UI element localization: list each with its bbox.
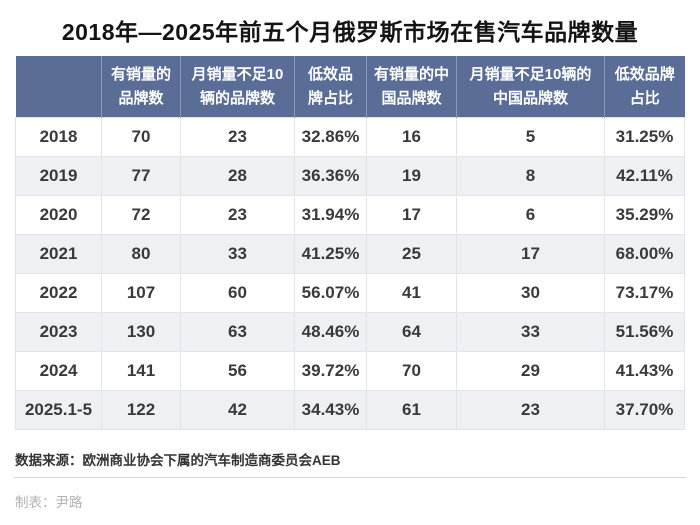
table-cell: 36.36% bbox=[294, 156, 367, 196]
table-cell: 33 bbox=[180, 234, 295, 274]
table-cell: 28 bbox=[180, 156, 295, 196]
column-header-inefficient-share: 低效品牌占比 bbox=[294, 56, 367, 118]
table-cell: 141 bbox=[101, 351, 181, 391]
table-cell: 80 bbox=[101, 234, 181, 274]
table-row: 2019 77 28 36.36% 19 8 42.11% bbox=[15, 156, 685, 196]
table-cell: 130 bbox=[101, 312, 181, 352]
table-cell: 56.07% bbox=[294, 273, 367, 313]
table-cell: 37.70% bbox=[604, 390, 685, 430]
table-cell: 33 bbox=[456, 312, 605, 352]
table-cell: 6 bbox=[456, 195, 605, 235]
row-year: 2023 bbox=[15, 312, 102, 352]
table-cell: 31.25% bbox=[604, 117, 685, 157]
column-header-cn-brands-with-sales: 有销量的中国品牌数 bbox=[366, 56, 457, 118]
table-cell: 23 bbox=[180, 117, 295, 157]
table-cell: 122 bbox=[101, 390, 181, 430]
table-cell: 31.94% bbox=[294, 195, 367, 235]
table-cell: 51.56% bbox=[604, 312, 685, 352]
table-row: 2020 72 23 31.94% 17 6 35.29% bbox=[15, 195, 685, 235]
table-title: 2018年—2025年前五个月俄罗斯市场在售汽车品牌数量 bbox=[61, 19, 639, 45]
table-cell: 72 bbox=[101, 195, 181, 235]
row-year: 2022 bbox=[15, 273, 102, 313]
column-header-brands-under-10: 月销量不足10辆的品牌数 bbox=[180, 56, 295, 118]
column-header-year bbox=[15, 56, 102, 118]
table-cell: 56 bbox=[180, 351, 295, 391]
table-cell: 29 bbox=[456, 351, 605, 391]
table-cell: 107 bbox=[101, 273, 181, 313]
table-cell: 16 bbox=[366, 117, 457, 157]
row-year: 2024 bbox=[15, 351, 102, 391]
table-cell: 25 bbox=[366, 234, 457, 274]
table-cell: 41 bbox=[366, 273, 457, 313]
table-row: 2018 70 23 32.86% 16 5 31.25% bbox=[15, 117, 685, 157]
table-cell: 39.72% bbox=[294, 351, 367, 391]
table-cell: 70 bbox=[366, 351, 457, 391]
table-row: 2021 80 33 41.25% 25 17 68.00% bbox=[15, 234, 685, 274]
table-cell: 19 bbox=[366, 156, 457, 196]
table-cell: 41.25% bbox=[294, 234, 367, 274]
table-cell: 42.11% bbox=[604, 156, 685, 196]
data-source: 数据来源：欧洲商业协会下属的汽车制造商委员会AEB bbox=[15, 453, 341, 468]
column-header-cn-inefficient-share: 低效品牌占比 bbox=[604, 56, 685, 118]
table-cell: 61 bbox=[366, 390, 457, 430]
table-row: 2024 141 56 39.72% 70 29 41.43% bbox=[15, 351, 685, 391]
table-row: 2023 130 63 48.46% 64 33 51.56% bbox=[15, 312, 685, 352]
table-cell: 5 bbox=[456, 117, 605, 157]
table-cell: 70 bbox=[101, 117, 181, 157]
table-cell: 60 bbox=[180, 273, 295, 313]
table-cell: 68.00% bbox=[604, 234, 685, 274]
column-header-brands-with-sales: 有销量的品牌数 bbox=[101, 56, 181, 118]
credit: 制表：尹路 bbox=[15, 495, 83, 510]
table-row: 2025.1-5 122 42 34.43% 61 23 37.70% bbox=[15, 390, 685, 430]
table-cell: 73.17% bbox=[604, 273, 685, 313]
header-row: 有销量的品牌数 月销量不足10辆的品牌数 低效品牌占比 有销量的中国品牌数 月销… bbox=[15, 56, 685, 118]
table-cell: 34.43% bbox=[294, 390, 367, 430]
table-cell: 77 bbox=[101, 156, 181, 196]
brands-table: 有销量的品牌数 月销量不足10辆的品牌数 低效品牌占比 有销量的中国品牌数 月销… bbox=[15, 56, 685, 430]
table-cell: 63 bbox=[180, 312, 295, 352]
table-cell: 64 bbox=[366, 312, 457, 352]
table-cell: 23 bbox=[180, 195, 295, 235]
row-year: 2018 bbox=[15, 117, 102, 157]
table-cell: 23 bbox=[456, 390, 605, 430]
table-cell: 42 bbox=[180, 390, 295, 430]
column-header-cn-brands-under-10: 月销量不足10辆的中国品牌数 bbox=[456, 56, 605, 118]
table-cell: 35.29% bbox=[604, 195, 685, 235]
row-year: 2019 bbox=[15, 156, 102, 196]
table-cell: 30 bbox=[456, 273, 605, 313]
row-year: 2025.1-5 bbox=[15, 390, 102, 430]
table-cell: 41.43% bbox=[604, 351, 685, 391]
table-cell: 17 bbox=[456, 234, 605, 274]
table-cell: 17 bbox=[366, 195, 457, 235]
table-body: 2018 70 23 32.86% 16 5 31.25% 2019 77 28 36.36% 19 8… bbox=[15, 117, 685, 430]
table-header: 有销量的品牌数 月销量不足10辆的品牌数 低效品牌占比 有销量的中国品牌数 月销… bbox=[15, 56, 685, 118]
table-row: 2022 107 60 56.07% 41 30 73.17% bbox=[15, 273, 685, 313]
row-year: 2021 bbox=[15, 234, 102, 274]
divider bbox=[14, 477, 686, 478]
table-cell: 8 bbox=[456, 156, 605, 196]
table-cell: 32.86% bbox=[294, 117, 367, 157]
row-year: 2020 bbox=[15, 195, 102, 235]
table-cell: 48.46% bbox=[294, 312, 367, 352]
